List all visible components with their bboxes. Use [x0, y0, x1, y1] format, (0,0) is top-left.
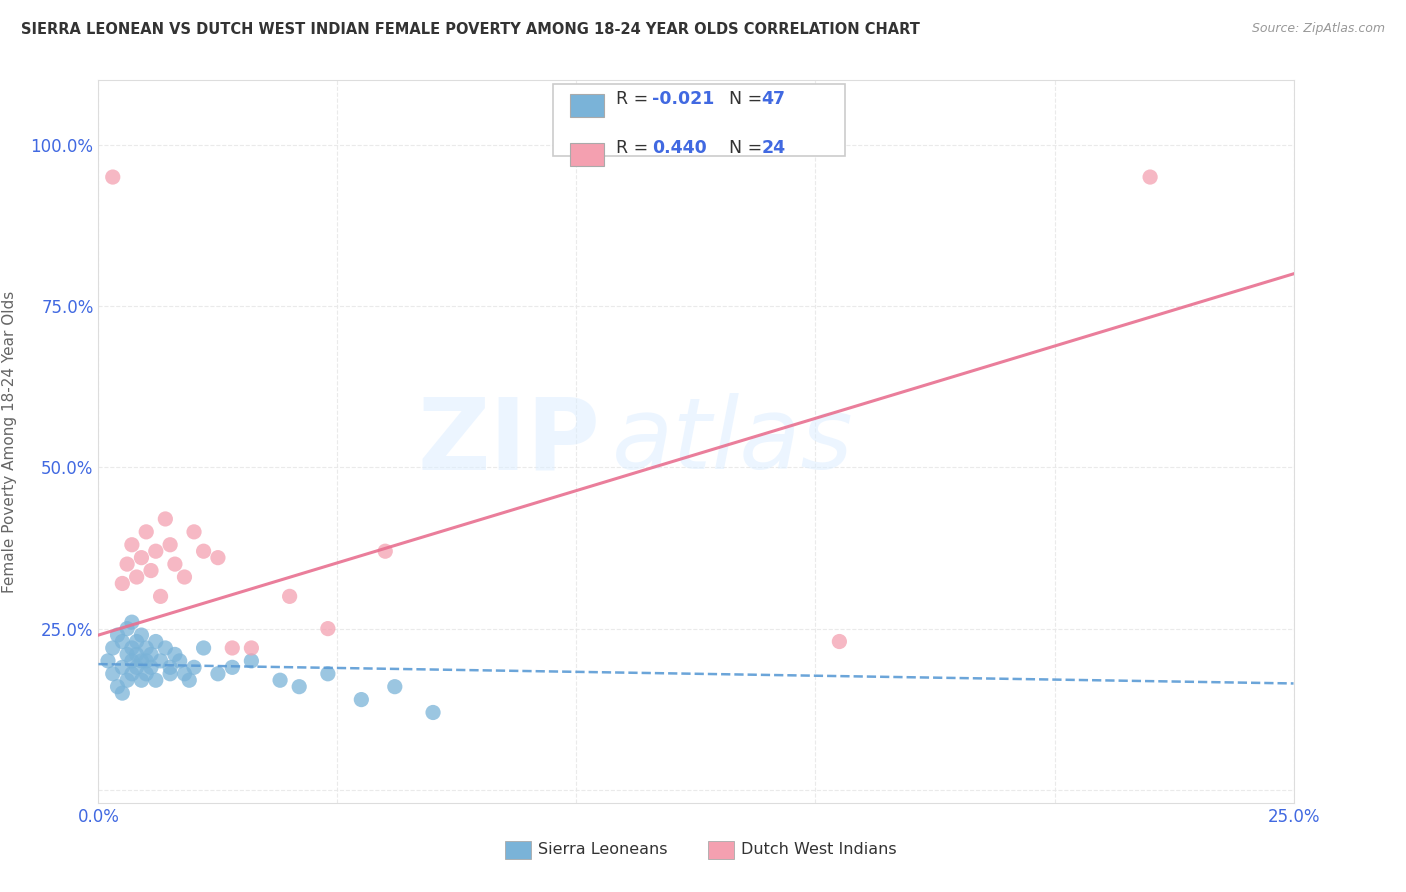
Point: [121, 615, 143, 630]
Point: [278, 590, 301, 604]
Point: [155, 512, 177, 526]
Point: [288, 680, 311, 694]
Point: [125, 570, 148, 584]
Point: [828, 634, 851, 648]
Point: [350, 692, 373, 706]
FancyBboxPatch shape: [505, 841, 531, 859]
Point: [125, 634, 148, 648]
Text: N =: N =: [730, 138, 768, 157]
Point: [269, 673, 291, 688]
Point: [115, 557, 138, 571]
Point: [135, 640, 157, 655]
Point: [107, 628, 129, 642]
Point: [149, 654, 172, 668]
Point: [207, 666, 229, 681]
Point: [115, 673, 138, 688]
Point: [145, 673, 167, 688]
Text: 0.440: 0.440: [652, 138, 706, 157]
Text: Source: ZipAtlas.com: Source: ZipAtlas.com: [1251, 22, 1385, 36]
Text: R =: R =: [616, 90, 654, 108]
Point: [155, 640, 177, 655]
Point: [316, 666, 339, 681]
Point: [149, 590, 172, 604]
Point: [111, 576, 134, 591]
Text: ZIP: ZIP: [418, 393, 600, 490]
Point: [131, 673, 153, 688]
Point: [183, 660, 205, 674]
Point: [173, 570, 195, 584]
Text: SIERRA LEONEAN VS DUTCH WEST INDIAN FEMALE POVERTY AMONG 18-24 YEAR OLDS CORRELA: SIERRA LEONEAN VS DUTCH WEST INDIAN FEMA…: [21, 22, 920, 37]
Point: [131, 550, 153, 565]
Point: [111, 686, 134, 700]
Text: Dutch West Indians: Dutch West Indians: [741, 842, 897, 857]
Text: 47: 47: [762, 90, 786, 108]
Point: [374, 544, 396, 558]
Point: [111, 634, 134, 648]
Point: [121, 654, 143, 668]
Point: [101, 169, 124, 184]
Text: -0.021: -0.021: [652, 90, 714, 108]
Point: [240, 640, 263, 655]
FancyBboxPatch shape: [709, 841, 734, 859]
Point: [139, 660, 162, 674]
FancyBboxPatch shape: [571, 143, 605, 166]
Point: [159, 660, 181, 674]
Point: [159, 538, 181, 552]
Y-axis label: Female Poverty Among 18-24 Year Olds: Female Poverty Among 18-24 Year Olds: [1, 291, 17, 592]
Point: [193, 640, 215, 655]
Point: [207, 550, 229, 565]
Point: [111, 660, 134, 674]
Point: [173, 666, 195, 681]
Text: N =: N =: [730, 90, 768, 108]
Point: [121, 538, 143, 552]
Point: [169, 654, 191, 668]
Point: [135, 666, 157, 681]
Point: [163, 557, 186, 571]
Point: [107, 680, 129, 694]
Point: [183, 524, 205, 539]
Point: [145, 634, 167, 648]
Point: [101, 640, 124, 655]
Point: [125, 660, 148, 674]
Point: [125, 648, 148, 662]
Point: [139, 648, 162, 662]
Point: [221, 640, 243, 655]
Point: [145, 544, 167, 558]
Text: Sierra Leoneans: Sierra Leoneans: [538, 842, 668, 857]
Point: [1139, 169, 1161, 184]
Point: [101, 666, 124, 681]
Point: [422, 706, 444, 720]
Point: [135, 654, 157, 668]
Point: [179, 673, 201, 688]
Text: R =: R =: [616, 138, 654, 157]
Point: [115, 622, 138, 636]
Point: [316, 622, 339, 636]
Point: [135, 524, 157, 539]
Point: [163, 648, 186, 662]
Point: [221, 660, 243, 674]
Point: [121, 640, 143, 655]
Point: [159, 666, 181, 681]
Point: [131, 654, 153, 668]
Text: atlas: atlas: [613, 393, 853, 490]
Point: [139, 564, 162, 578]
Point: [131, 628, 153, 642]
Point: [115, 648, 138, 662]
Point: [97, 654, 120, 668]
FancyBboxPatch shape: [553, 84, 845, 156]
FancyBboxPatch shape: [571, 95, 605, 118]
Point: [384, 680, 406, 694]
Point: [240, 654, 263, 668]
Point: [121, 666, 143, 681]
Text: 24: 24: [762, 138, 786, 157]
Point: [193, 544, 215, 558]
